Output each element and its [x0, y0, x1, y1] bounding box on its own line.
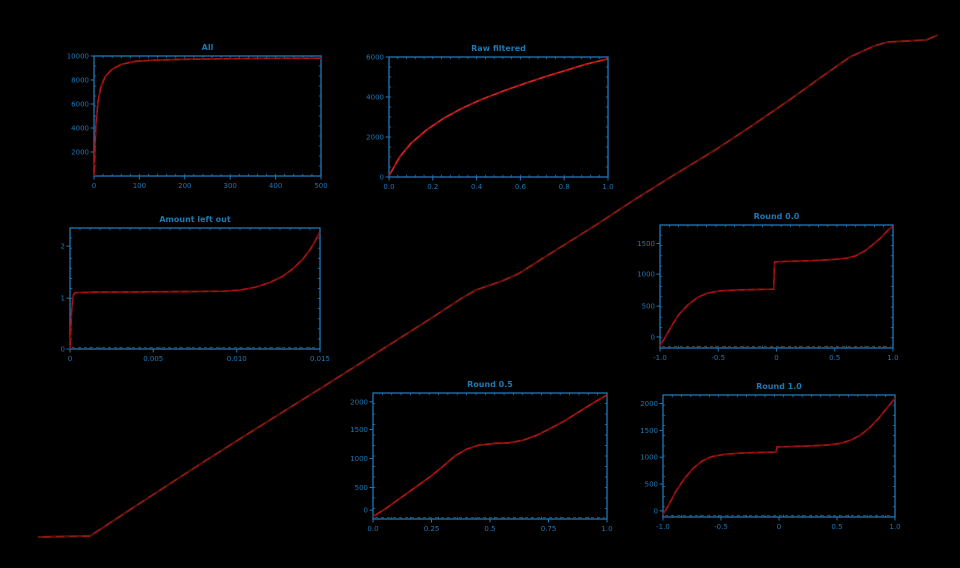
- panel-E-curve: [372, 394, 608, 518]
- panel-A-xtick-label: 300: [224, 182, 237, 190]
- panel-A-ytick-label: 10000: [67, 53, 89, 61]
- panel-B: 0.0 0.2 0.4 0.6 0.8 1.0 6000 4000 2000 0 Raw filte…: [366, 44, 613, 191]
- panel-D-ytick-label: 0: [651, 333, 655, 341]
- panel-C-xtick-label: 0.015: [310, 355, 330, 363]
- panel-F-xtick-label: 0.5: [831, 523, 842, 531]
- panel-D-minor-ticks: [660, 225, 893, 348]
- panel-D-xtick-label: 1.0: [887, 354, 898, 362]
- panel-D-title: Round 0.0: [754, 212, 800, 221]
- panel-E-xtick-label: 0.5: [484, 525, 495, 533]
- panel-D-curve-dashes: [659, 225, 894, 346]
- panel-F-curve-dashes: [662, 397, 896, 515]
- panel-B-ytick-label: 2000: [366, 134, 384, 142]
- panel-D-xtick-label: 0.5: [829, 354, 840, 362]
- panel-D-ytick-label: 1000: [637, 271, 655, 279]
- panel-F-frame: [662, 394, 896, 518]
- panel-E-xtick-label: 0.75: [541, 525, 557, 533]
- panel-E-xtick-label: 1.0: [601, 525, 612, 533]
- panel-B-curve: [388, 57, 609, 177]
- panel-B-xtick-label: 0.4: [471, 183, 483, 191]
- panel-F-curve: [662, 397, 896, 516]
- panel-B-frame: [388, 56, 609, 178]
- panel-C-title: Amount left out: [159, 215, 230, 224]
- panel-E-curve-dashes: [372, 394, 608, 517]
- panel-C-ytick-label: 0: [61, 346, 65, 354]
- panel-C-ytick-label: 2: [61, 243, 65, 251]
- panel-D: -1.0 -0.5 0 0.5 1.0 1500 1000 500 0 Round 0.0: [637, 212, 898, 362]
- panel-F-ytick-label: 500: [645, 481, 658, 489]
- panel-B-ytick-label: 4000: [366, 93, 384, 101]
- panel-E-xtick-label: 0.0: [367, 525, 378, 533]
- background-cumulative-curve: [37, 34, 939, 538]
- panel-A-ytick-label: 8000: [71, 77, 89, 85]
- panel-D-xtick-label: 0: [774, 354, 778, 362]
- panel-A-minor-ticks: [94, 56, 321, 176]
- panel-C: 0 0.005 0.010 0.015 2 1 0 Amount left out: [61, 215, 330, 363]
- panel-B-xtick-label: 0.6: [515, 183, 527, 191]
- panel-A-ytick-label: 6000: [71, 101, 89, 109]
- panel-B-title: Raw filtered: [471, 44, 526, 53]
- panel-B-xtick-label: 1.0: [602, 183, 613, 191]
- panel-B-xtick-label: 0.8: [559, 183, 570, 191]
- panel-A-xtick-label: 200: [178, 182, 191, 190]
- panel-D-curve: [659, 225, 894, 346]
- panel-A-xtick-label: 500: [314, 182, 327, 190]
- panel-C-frame: [69, 227, 321, 350]
- panel-F-ytick-label: 0: [654, 507, 658, 515]
- panel-E-ytick-label: 500: [355, 484, 368, 492]
- panel-B-xtick-label: 0.0: [383, 183, 394, 191]
- panel-E-frame: [372, 392, 608, 520]
- panel-A-curve-dashes: [93, 57, 322, 177]
- panel-A-frame: [93, 55, 322, 177]
- panel-E-xtick-label: 0.25: [424, 525, 440, 533]
- panel-D-xtick-label: -1.0: [653, 354, 667, 362]
- panel-E: 0.0 0.25 0.5 0.75 1.0 2000 1500 1000 500 0 Round 0…: [350, 380, 612, 533]
- panel-D-ytick-label: 500: [642, 303, 655, 311]
- panel-A-xtick-label: 100: [133, 182, 146, 190]
- panel-C-minor-ticks: [70, 228, 320, 349]
- panel-F-title: Round 1.0: [756, 382, 802, 391]
- panel-D-ytick-label: 1500: [637, 240, 655, 248]
- panel-A-ytick-label: 2000: [71, 149, 89, 157]
- panel-A-curve: [93, 57, 322, 177]
- panel-E-ytick-label: 2000: [350, 398, 368, 406]
- panel-F-ytick-label: 2000: [640, 400, 658, 408]
- panel-C-xtick-label: 0: [68, 355, 72, 363]
- panel-A-xtick-label: 0: [92, 182, 96, 190]
- panel-B-curve-dashes: [388, 58, 609, 177]
- panel-E-minor-ticks: [373, 393, 607, 519]
- panel-C-xtick-label: 0.005: [143, 355, 163, 363]
- panel-B-ytick-label: 0: [380, 174, 384, 182]
- panel-F: -1.0 -0.5 0 0.5 1.0 2000 1500 1000 500 0 Round 1.0: [640, 382, 900, 531]
- cumulative-curve-line: [37, 34, 939, 538]
- panel-C-curve-dashes: [69, 231, 321, 350]
- panel-F-ytick-label: 1000: [640, 454, 658, 462]
- panel-C-xtick-label: 0.010: [227, 355, 247, 363]
- panel-A-title: All: [202, 43, 214, 52]
- panel-E-ytick-label: 0: [364, 507, 368, 515]
- panel-A: 0 100 200 300 400 500 10000 8000 6000 4000 2000 All: [67, 43, 328, 190]
- panel-F-ytick-label: 1500: [640, 427, 658, 435]
- panel-F-xtick-label: 1.0: [889, 523, 900, 531]
- panel-C-ytick-label: 1: [61, 295, 65, 303]
- panel-E-ytick-label: 1000: [350, 455, 368, 463]
- panel-F-minor-ticks: [663, 395, 895, 517]
- panel-B-xtick-label: 0.2: [427, 183, 438, 191]
- panel-E-title: Round 0.5: [467, 380, 513, 389]
- panel-D-xtick-label: -0.5: [711, 354, 725, 362]
- panel-F-xtick-label: -1.0: [656, 523, 670, 531]
- panel-F-xtick-label: 0: [777, 523, 781, 531]
- panel-A-ytick-label: 4000: [71, 125, 89, 133]
- panel-A-xtick-label: 400: [269, 182, 282, 190]
- panel-B-minor-ticks: [389, 57, 608, 177]
- panel-E-ytick-label: 1500: [350, 426, 368, 434]
- cumulative-curve-dashes: [37, 34, 939, 538]
- panel-F-xtick-label: -0.5: [714, 523, 728, 531]
- panel-D-frame: [659, 224, 894, 349]
- panel-B-ytick-label: 6000: [366, 54, 384, 62]
- panel-C-curve: [69, 231, 321, 350]
